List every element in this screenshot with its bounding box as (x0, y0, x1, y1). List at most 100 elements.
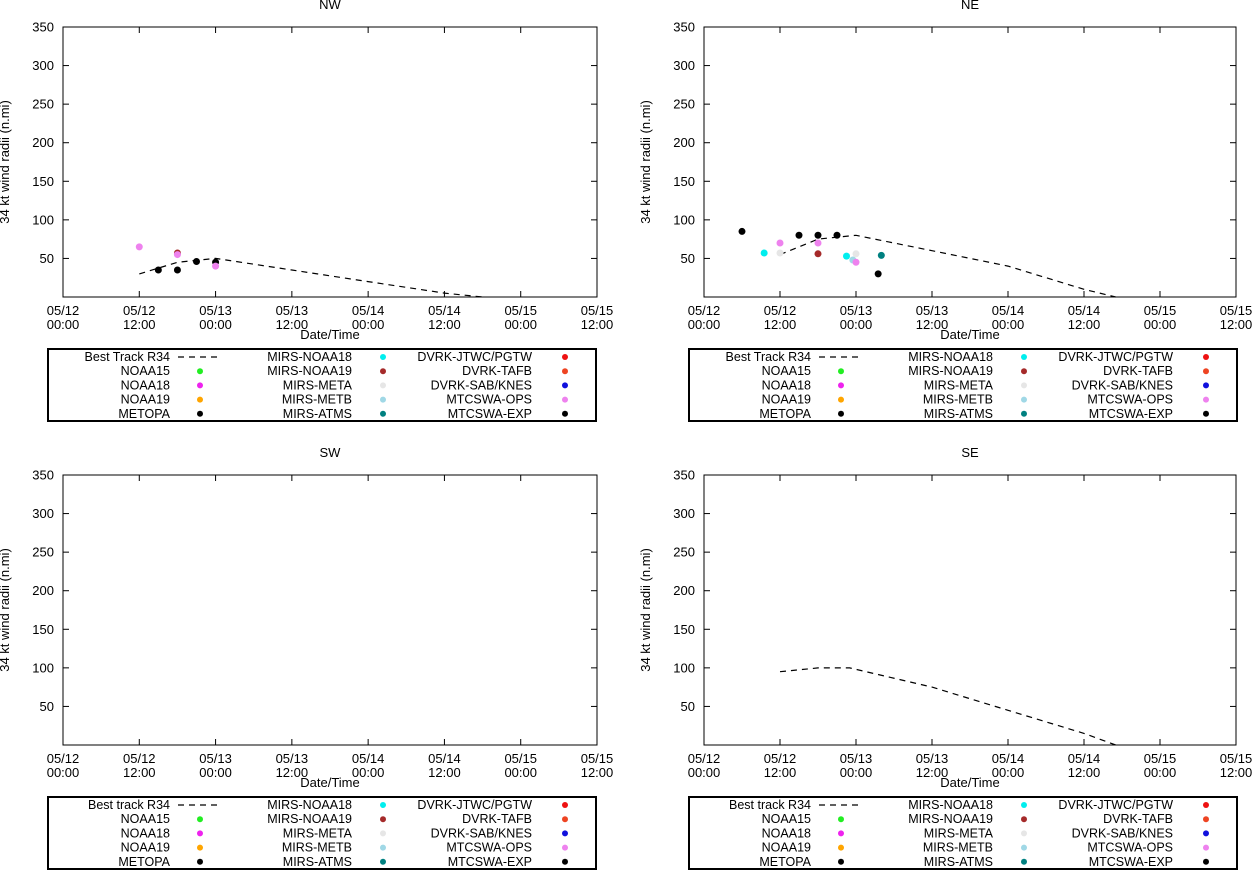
x-tick-label-date: 05/12 (688, 751, 721, 766)
legend-dot-symbol (838, 396, 844, 403)
x-tick-label-time: 12:00 (916, 765, 949, 780)
x-tick-label-date: 05/15 (1220, 751, 1253, 766)
chart-title: SE (961, 445, 979, 460)
legend-dot-symbol (197, 410, 203, 417)
legend-label: Best Track R34 (726, 350, 811, 364)
x-tick-label-date: 05/12 (764, 303, 797, 318)
legend-label: MTCSWA-OPS (446, 393, 532, 407)
y-axis-label: 34 kt wind radii (n.mi) (638, 100, 653, 224)
x-tick-label-date: 05/15 (1144, 303, 1177, 318)
legend-dot-symbol (562, 858, 568, 865)
legend-label: MIRS-META (924, 826, 994, 840)
legend-label: DVRK-JTWC/PGTW (1058, 798, 1173, 812)
legend-label: MIRS-ATMS (283, 855, 352, 869)
x-axis-label: Date/Time (940, 775, 999, 790)
data-point-mirs-meta (776, 249, 784, 257)
x-tick-label-date: 05/14 (992, 303, 1025, 318)
legend-dot-symbol (562, 830, 568, 837)
x-tick-label-date: 05/14 (352, 303, 385, 318)
x-tick-label-date: 05/15 (1220, 303, 1253, 318)
y-tick-label: 200 (673, 135, 695, 150)
legend-dot-symbol (562, 410, 568, 417)
x-tick-label-date: 05/15 (504, 751, 537, 766)
legend-label: METOPA (759, 407, 811, 421)
data-point-metopa (814, 231, 822, 239)
legend-label: NOAA15 (762, 364, 811, 378)
x-tick-label-time: 12:00 (581, 765, 614, 780)
legend-label: MIRS-METB (923, 841, 993, 855)
chart-title: SW (320, 445, 342, 460)
legend-label: NOAA15 (762, 812, 811, 826)
x-tick-label-date: 05/14 (428, 751, 461, 766)
legend-label: MTCSWA-EXP (1089, 407, 1173, 421)
legend-dot-symbol (838, 858, 844, 865)
legend-dot-symbol (1021, 410, 1027, 417)
x-tick-label-date: 05/12 (123, 303, 156, 318)
legend-label: DVRK-TAFB (1103, 364, 1173, 378)
x-tick-label-time: 00:00 (992, 765, 1025, 780)
y-tick-label: 50 (40, 251, 54, 266)
x-tick-label-date: 05/13 (916, 751, 949, 766)
legend-label: MIRS-METB (923, 393, 993, 407)
x-tick-label-time: 12:00 (764, 317, 797, 332)
data-point-mirs-noaa18 (760, 249, 768, 257)
x-tick-label-time: 12:00 (1220, 317, 1253, 332)
legend-label: DVRK-JTWC/PGTW (417, 798, 532, 812)
x-tick-label-date: 05/13 (276, 751, 309, 766)
y-tick-label: 300 (673, 506, 695, 521)
legend-label: NOAA15 (121, 364, 170, 378)
legend-dot-symbol (1021, 354, 1027, 360)
legend-dot-symbol (380, 802, 386, 808)
legend-dot-symbol (1203, 830, 1209, 837)
legend-dot-symbol (380, 368, 386, 375)
legend-label: METOPA (118, 407, 170, 421)
x-tick-label-date: 05/13 (916, 303, 949, 318)
x-tick-label-time: 12:00 (764, 765, 797, 780)
x-tick-label-time: 12:00 (1220, 765, 1253, 780)
chart-panel-se: SE5010015020025030035005/1200:0005/1212:… (638, 445, 1253, 870)
y-tick-label: 300 (32, 506, 54, 521)
chart-title: NW (319, 0, 341, 12)
legend-dot-symbol (838, 410, 844, 417)
y-axis-label: 34 kt wind radii (n.mi) (0, 100, 12, 224)
x-tick-label-date: 05/14 (428, 303, 461, 318)
plot-frame (703, 26, 1237, 298)
data-point-mtcswa-ops (852, 258, 860, 266)
y-tick-label: 200 (32, 135, 54, 150)
legend-dot-symbol (380, 396, 386, 403)
legend-label: METOPA (118, 855, 170, 869)
legend-label: MIRS-NOAA18 (267, 798, 352, 812)
data-point-metopa (738, 227, 746, 235)
legend-label: DVRK-SAB/KNES (431, 826, 532, 840)
y-tick-label: 150 (32, 622, 54, 637)
y-tick-label: 350 (673, 468, 695, 483)
legend-dot-symbol (838, 844, 844, 851)
x-tick-label-date: 05/13 (840, 751, 873, 766)
y-tick-label: 200 (32, 583, 54, 598)
legend-frame (47, 796, 597, 870)
legend-label: NOAA18 (762, 378, 811, 392)
x-tick-label-time: 00:00 (504, 317, 537, 332)
x-tick-label-date: 05/12 (123, 751, 156, 766)
y-tick-label: 150 (32, 174, 54, 189)
plot-frame (703, 474, 1237, 746)
x-axis-label: Date/Time (300, 327, 359, 342)
legend-dot-symbol (1203, 368, 1209, 375)
x-tick-label-date: 05/13 (840, 303, 873, 318)
x-tick-label-date: 05/15 (1144, 751, 1177, 766)
y-tick-label: 50 (681, 699, 695, 714)
x-tick-label-time: 00:00 (504, 765, 537, 780)
data-point-metopa (173, 266, 181, 274)
y-tick-label: 50 (681, 251, 695, 266)
legend-label: MTCSWA-OPS (1087, 393, 1173, 407)
legend-dot-symbol (197, 844, 203, 851)
data-point-mirs-noaa19 (814, 250, 822, 258)
legend-label: MTCSWA-EXP (1089, 855, 1173, 869)
legend-dot-symbol (1021, 858, 1027, 865)
y-tick-label: 150 (673, 174, 695, 189)
legend-label: Best track R34 (729, 798, 811, 812)
legend-label: DVRK-SAB/KNES (431, 378, 532, 392)
legend-dot-symbol (1021, 816, 1027, 823)
